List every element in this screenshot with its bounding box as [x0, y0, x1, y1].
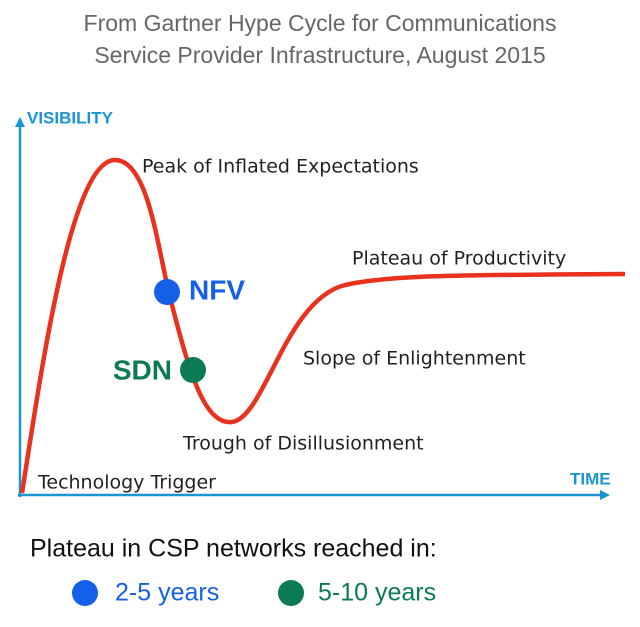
y-axis-label: VISIBILITY	[27, 108, 114, 127]
marker-dot	[154, 279, 180, 305]
phase-label: Plateau of Productivity	[352, 248, 566, 270]
title-line: Service Provider Infrastructure, August …	[94, 42, 545, 68]
marker-dot	[180, 357, 206, 383]
legend-title: Plateau in CSP networks reached in:	[30, 535, 437, 563]
phase-label: Technology Trigger	[37, 472, 216, 494]
marker-label: SDN	[113, 354, 172, 385]
phase-label: Peak of Inflated Expectations	[142, 156, 419, 178]
phase-label: Trough of Disillusionment	[182, 433, 424, 455]
x-axis-label: TIME	[570, 469, 611, 488]
marker-label: NFV	[189, 274, 245, 305]
title-line: From Gartner Hype Cycle for Communicatio…	[84, 10, 557, 36]
legend-item: 2-5 years	[115, 579, 219, 607]
legend-item: 5-10 years	[318, 579, 436, 607]
phase-label: Slope of Enlightenment	[303, 348, 526, 370]
legend-dot	[72, 580, 98, 606]
legend-dot	[278, 580, 304, 606]
